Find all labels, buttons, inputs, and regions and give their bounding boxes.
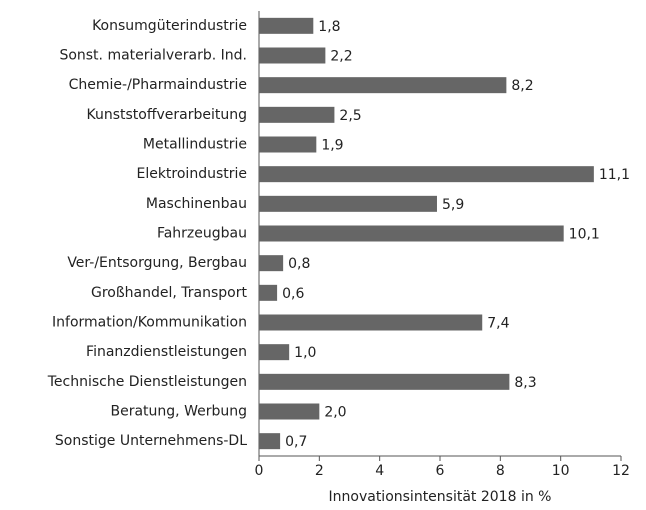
bar (259, 225, 564, 242)
bar (259, 77, 507, 94)
bar (259, 136, 317, 153)
y-tick-label: Maschinenbau (146, 196, 247, 212)
x-tick-label: 6 (436, 463, 445, 479)
y-tick-label: Kunststoffverarbeitung (86, 107, 247, 123)
y-tick-label: Finanzdienstleistungen (86, 344, 247, 360)
value-label: 2,0 (324, 405, 346, 421)
bar (259, 47, 326, 64)
x-tick-label: 0 (255, 463, 264, 479)
y-tick-label: Sonst. materialverarb. Ind. (59, 48, 247, 64)
value-label: 2,5 (339, 108, 361, 124)
y-tick-label: Konsumgüterindustrie (92, 18, 247, 34)
y-tick-label: Beratung, Werbung (111, 404, 248, 420)
value-label: 1,9 (321, 138, 343, 154)
x-tick-label: 2 (315, 463, 324, 479)
value-label: 0,8 (288, 256, 310, 272)
value-label: 11,1 (599, 167, 630, 183)
y-tick-label: Metallindustrie (143, 137, 247, 153)
value-label: 0,7 (285, 434, 307, 450)
value-label: 2,2 (330, 49, 352, 65)
bar (259, 106, 335, 123)
bar (259, 403, 320, 420)
bar (259, 314, 483, 331)
y-tick-label: Ver-/Entsorgung, Bergbau (67, 255, 247, 271)
x-tick-label: 4 (375, 463, 384, 479)
value-label: 8,3 (514, 375, 536, 391)
bar (259, 344, 290, 361)
bar (259, 284, 278, 301)
value-label: 5,9 (442, 197, 464, 213)
y-tick-label: Fahrzeugbau (157, 226, 247, 242)
y-tick-label: Sonstige Unternehmens-DL (55, 433, 247, 449)
x-tick-label: 8 (496, 463, 505, 479)
value-label: 1,0 (294, 345, 316, 361)
bar (259, 433, 281, 450)
y-tick-label: Technische Dienstleistungen (47, 374, 247, 390)
value-label: 7,4 (487, 316, 509, 332)
bar (259, 373, 510, 390)
bar (259, 166, 594, 183)
x-tick-label: 12 (612, 463, 630, 479)
value-label: 1,8 (318, 19, 340, 35)
value-label: 0,6 (282, 286, 304, 302)
bar (259, 255, 284, 272)
y-tick-label: Elektroindustrie (136, 166, 247, 182)
x-axis-label: Innovationsintensität 2018 in % (329, 489, 552, 505)
bar (259, 17, 314, 34)
y-tick-label: Großhandel, Transport (91, 285, 248, 301)
value-label: 8,2 (511, 78, 533, 94)
y-tick-label: Chemie-/Pharmaindustrie (69, 77, 247, 93)
value-label: 10,1 (569, 227, 600, 243)
x-tick-label: 10 (552, 463, 570, 479)
y-tick-label: Information/Kommunikation (52, 315, 247, 331)
bar (259, 195, 437, 212)
